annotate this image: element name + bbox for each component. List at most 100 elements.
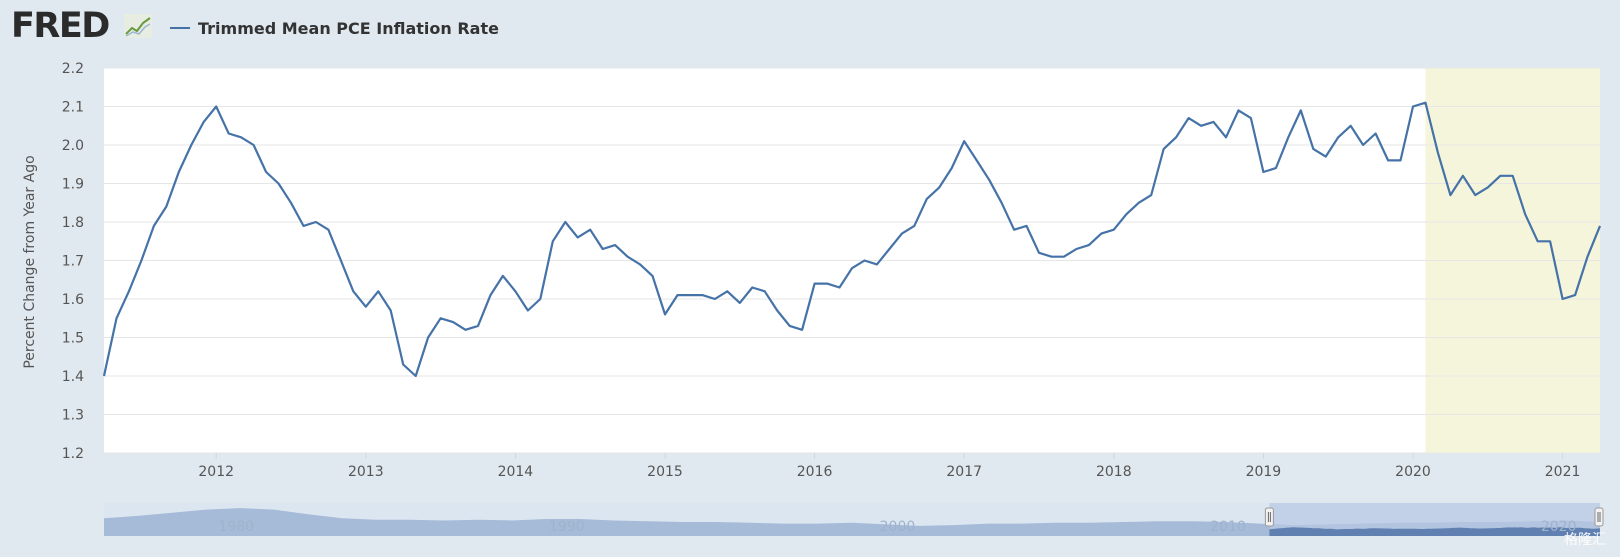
data-point[interactable]: [960, 137, 968, 145]
data-point[interactable]: [1284, 133, 1292, 141]
data-point[interactable]: [1210, 118, 1218, 126]
data-point[interactable]: [337, 257, 345, 265]
data-point[interactable]: [312, 218, 320, 226]
data-point[interactable]: [262, 168, 270, 176]
data-point[interactable]: [1085, 241, 1093, 249]
data-point[interactable]: [250, 141, 258, 149]
data-point[interactable]: [723, 287, 731, 295]
data-point[interactable]: [1259, 168, 1267, 176]
data-point[interactable]: [561, 218, 569, 226]
data-point[interactable]: [786, 322, 794, 330]
data-point[interactable]: [1446, 191, 1454, 199]
data-point[interactable]: [1372, 129, 1380, 137]
data-point[interactable]: [299, 222, 307, 230]
data-point[interactable]: [237, 133, 245, 141]
data-point[interactable]: [362, 303, 370, 311]
data-point[interactable]: [1222, 133, 1230, 141]
data-point[interactable]: [349, 287, 357, 295]
data-point[interactable]: [1559, 295, 1567, 303]
data-point[interactable]: [1122, 210, 1130, 218]
data-point[interactable]: [499, 272, 507, 280]
data-point[interactable]: [1185, 114, 1193, 122]
data-point[interactable]: [574, 233, 582, 241]
data-point[interactable]: [437, 314, 445, 322]
data-point[interactable]: [524, 307, 532, 315]
data-point[interactable]: [973, 156, 981, 164]
data-point[interactable]: [673, 291, 681, 299]
data-point[interactable]: [1496, 172, 1504, 180]
data-point[interactable]: [1297, 106, 1305, 114]
data-point[interactable]: [387, 307, 395, 315]
data-point[interactable]: [275, 180, 283, 188]
data-point[interactable]: [125, 287, 133, 295]
data-point[interactable]: [1434, 149, 1442, 157]
data-point[interactable]: [1234, 106, 1242, 114]
navigator-handle-left[interactable]: [1264, 507, 1274, 527]
data-point[interactable]: [1197, 122, 1205, 130]
data-point[interactable]: [399, 360, 407, 368]
data-point[interactable]: [549, 237, 557, 245]
data-point[interactable]: [811, 280, 819, 288]
range-navigator[interactable]: 1980 1990 2000 2010 2020: [104, 503, 1604, 536]
data-point[interactable]: [1309, 145, 1317, 153]
data-point[interactable]: [624, 253, 632, 261]
data-point[interactable]: [885, 245, 893, 253]
data-point[interactable]: [225, 129, 233, 137]
data-point[interactable]: [424, 334, 432, 342]
data-point[interactable]: [823, 280, 831, 288]
data-point[interactable]: [860, 257, 868, 265]
data-point[interactable]: [873, 260, 881, 268]
data-point[interactable]: [374, 287, 382, 295]
data-point[interactable]: [848, 264, 856, 272]
data-point[interactable]: [898, 230, 906, 238]
data-point[interactable]: [1097, 230, 1105, 238]
data-point[interactable]: [1471, 191, 1479, 199]
data-point[interactable]: [1571, 291, 1579, 299]
data-point[interactable]: [1160, 145, 1168, 153]
data-point[interactable]: [1584, 253, 1592, 261]
data-point[interactable]: [324, 226, 332, 234]
data-point[interactable]: [599, 245, 607, 253]
data-point[interactable]: [1010, 226, 1018, 234]
data-point[interactable]: [1060, 253, 1068, 261]
data-point[interactable]: [1110, 226, 1118, 234]
data-point[interactable]: [200, 118, 208, 126]
data-point[interactable]: [449, 318, 457, 326]
data-point[interactable]: [923, 195, 931, 203]
data-point[interactable]: [1409, 103, 1417, 111]
fred-logo[interactable]: FRED: [11, 6, 110, 46]
data-point[interactable]: [1509, 172, 1517, 180]
data-point[interactable]: [112, 314, 120, 322]
data-point[interactable]: [137, 257, 145, 265]
data-point[interactable]: [536, 295, 544, 303]
data-point[interactable]: [175, 168, 183, 176]
data-point[interactable]: [985, 176, 993, 184]
data-point[interactable]: [1534, 237, 1542, 245]
data-point[interactable]: [100, 372, 108, 380]
data-point[interactable]: [462, 326, 470, 334]
data-point[interactable]: [474, 322, 482, 330]
data-point[interactable]: [798, 326, 806, 334]
data-point[interactable]: [1035, 249, 1043, 257]
data-point[interactable]: [1359, 141, 1367, 149]
navigator-handle-right[interactable]: [1594, 507, 1604, 527]
data-point[interactable]: [711, 295, 719, 303]
data-point[interactable]: [1546, 237, 1554, 245]
data-point[interactable]: [1596, 222, 1604, 230]
data-point[interactable]: [698, 291, 706, 299]
data-point[interactable]: [1322, 153, 1330, 161]
data-point[interactable]: [948, 164, 956, 172]
data-point[interactable]: [150, 222, 158, 230]
data-point[interactable]: [998, 199, 1006, 207]
data-point[interactable]: [586, 226, 594, 234]
data-point[interactable]: [748, 283, 756, 291]
data-point[interactable]: [1384, 156, 1392, 164]
data-point[interactable]: [287, 199, 295, 207]
data-point[interactable]: [1421, 99, 1429, 107]
data-point[interactable]: [1147, 191, 1155, 199]
data-point[interactable]: [212, 103, 220, 111]
data-point[interactable]: [611, 241, 619, 249]
data-point[interactable]: [1272, 164, 1280, 172]
data-point[interactable]: [661, 310, 669, 318]
data-point[interactable]: [1047, 253, 1055, 261]
